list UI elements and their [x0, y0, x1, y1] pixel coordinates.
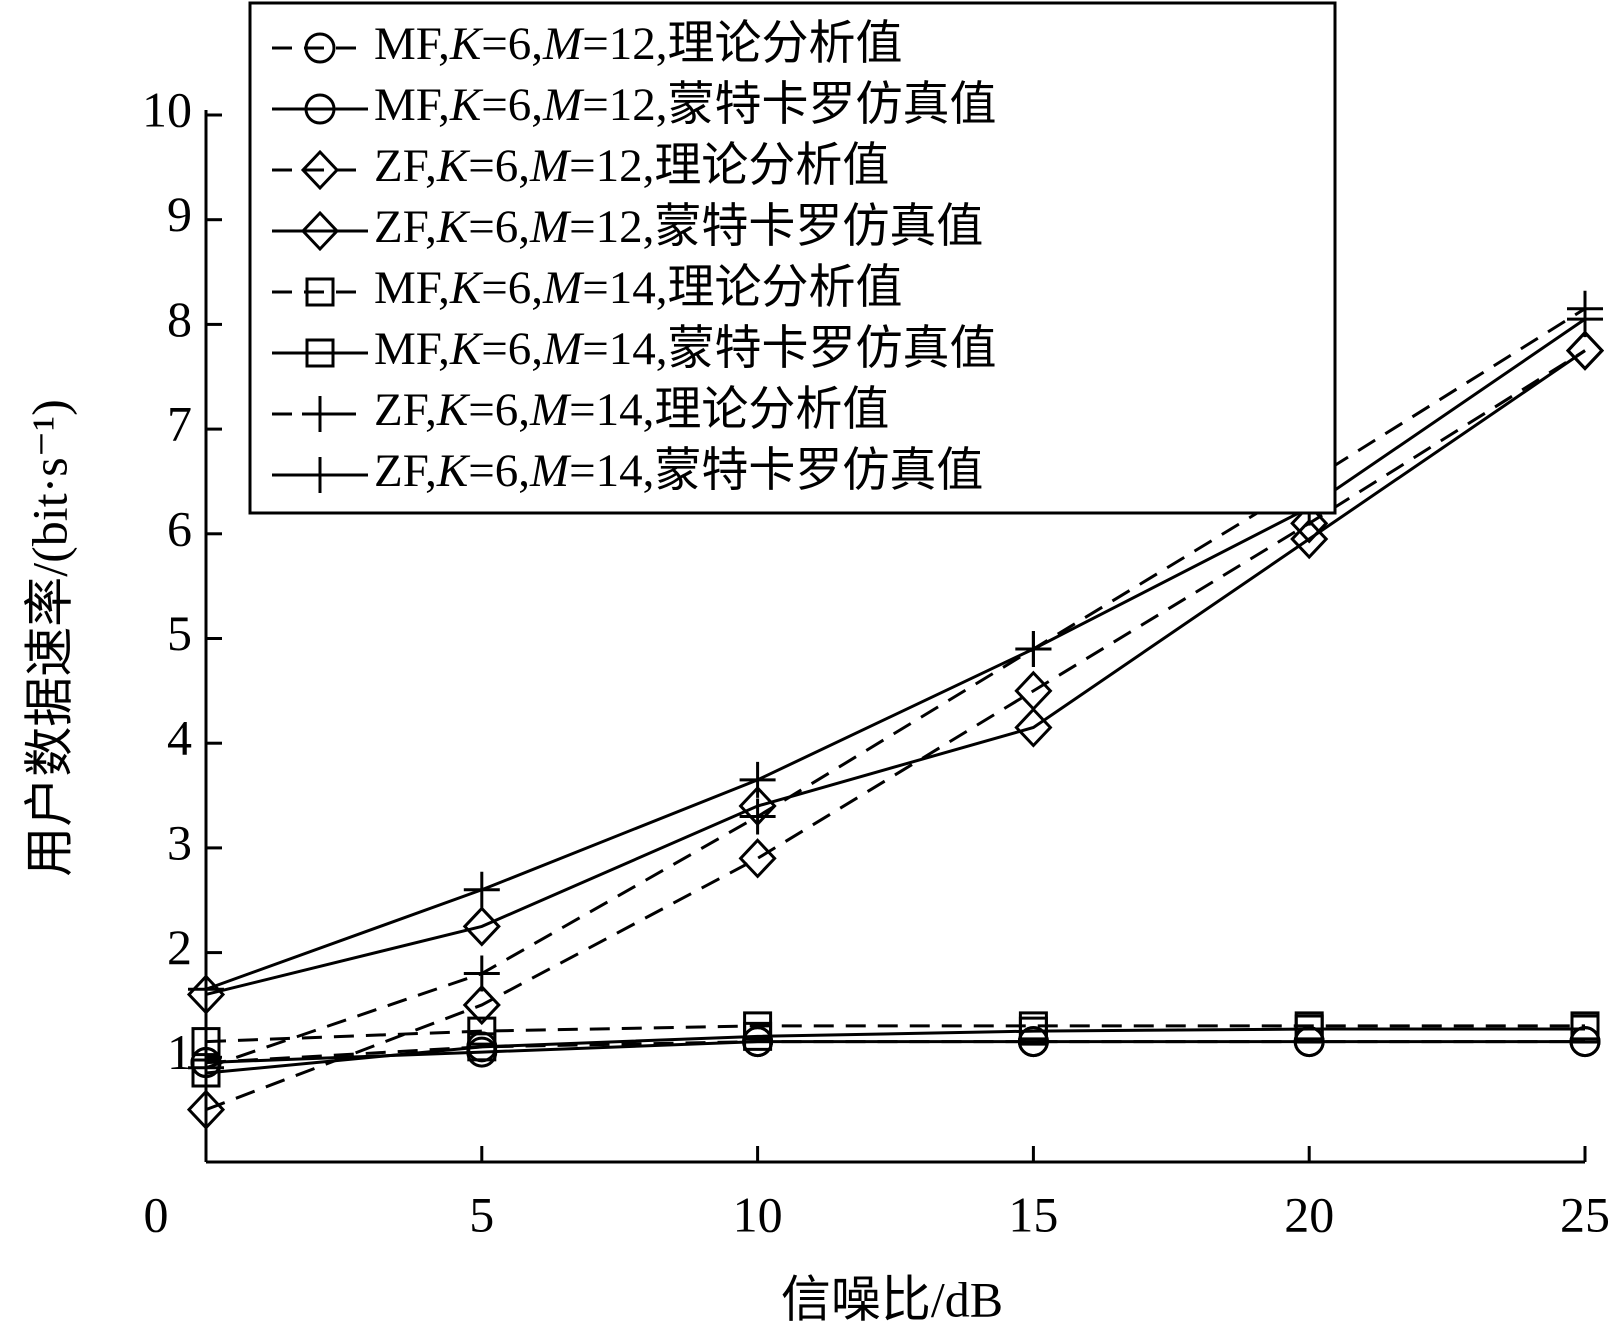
x-tick-label: 25 [1560, 1186, 1610, 1242]
x-tick-label: 0 [144, 1186, 169, 1242]
marker [1018, 1016, 1048, 1046]
y-axis-label: 用户数据速率/(bit·s⁻¹) [21, 399, 77, 876]
y-tick-label: 5 [167, 605, 192, 661]
legend-label: ZF,K=6,M=14,理论分析值 [374, 384, 889, 436]
marker [462, 984, 501, 1026]
marker [300, 210, 340, 252]
marker [305, 338, 335, 368]
y-tick-label: 6 [167, 500, 192, 556]
marker [305, 277, 335, 307]
marker [467, 1016, 497, 1046]
marker [467, 1032, 497, 1062]
legend-label: ZF,K=6,M=12,理论分析值 [374, 140, 889, 192]
y-tick-label: 2 [167, 919, 192, 975]
legend-label: ZF,K=6,M=14,蒙特卡罗仿真值 [374, 445, 983, 497]
series-line [205, 307, 1586, 1070]
x-tick-label: 20 [1284, 1186, 1334, 1242]
series-line [205, 1027, 1585, 1075]
legend: MF,K=6,M=12,理论分析值 MF,K=6,M=12,蒙特卡罗仿真值 ZF,K… [248, 1, 1337, 515]
marker [463, 955, 500, 992]
legend-label: MF,K=6,M=12,蒙特卡罗仿真值 [374, 79, 996, 131]
marker [1570, 1014, 1600, 1044]
y-tick-label: 4 [167, 710, 192, 766]
legend-label: ZF,K=6,M=12,蒙特卡罗仿真值 [374, 201, 983, 253]
series-line [205, 1040, 1585, 1065]
marker [186, 1089, 226, 1130]
marker [1014, 707, 1053, 748]
marker [302, 457, 338, 493]
x-axis-label: 信噪比/dB [781, 1271, 1003, 1327]
y-tick-label: 1 [167, 1024, 192, 1080]
series-line [205, 349, 1586, 1112]
series-line [205, 349, 1586, 996]
y-tick-label: 9 [167, 186, 192, 242]
marker [1290, 518, 1329, 560]
marker [1294, 1014, 1324, 1044]
legend-label: MF,K=6,M=14,理论分析值 [374, 262, 902, 314]
marker [304, 32, 336, 64]
marker [188, 971, 224, 1008]
legend-box [248, 1, 1337, 515]
legend-label: MF,K=6,M=12,理论分析值 [374, 18, 902, 70]
marker [743, 1021, 773, 1051]
marker [739, 761, 776, 798]
series-line [205, 317, 1586, 991]
marker [1290, 503, 1329, 544]
marker [304, 93, 336, 125]
marker [1567, 301, 1603, 338]
marker [300, 149, 340, 191]
y-tick-label: 8 [167, 291, 192, 347]
marker [188, 1049, 224, 1086]
x-tick-label: 15 [1008, 1186, 1058, 1242]
marker [462, 906, 501, 947]
x-tick-label: 5 [469, 1186, 494, 1242]
marker [1015, 630, 1052, 667]
marker [738, 838, 777, 879]
marker [302, 396, 338, 432]
marker [1565, 330, 1605, 371]
series-line [205, 1024, 1585, 1044]
marker [463, 871, 500, 908]
marker [739, 798, 776, 835]
y-tick-label: 7 [167, 396, 192, 452]
legend-label: MF,K=6,M=14,蒙特卡罗仿真值 [374, 323, 996, 375]
y-tick-label: 10 [142, 81, 192, 137]
x-tick-label: 10 [733, 1186, 783, 1242]
y-tick-label: 3 [167, 814, 192, 870]
